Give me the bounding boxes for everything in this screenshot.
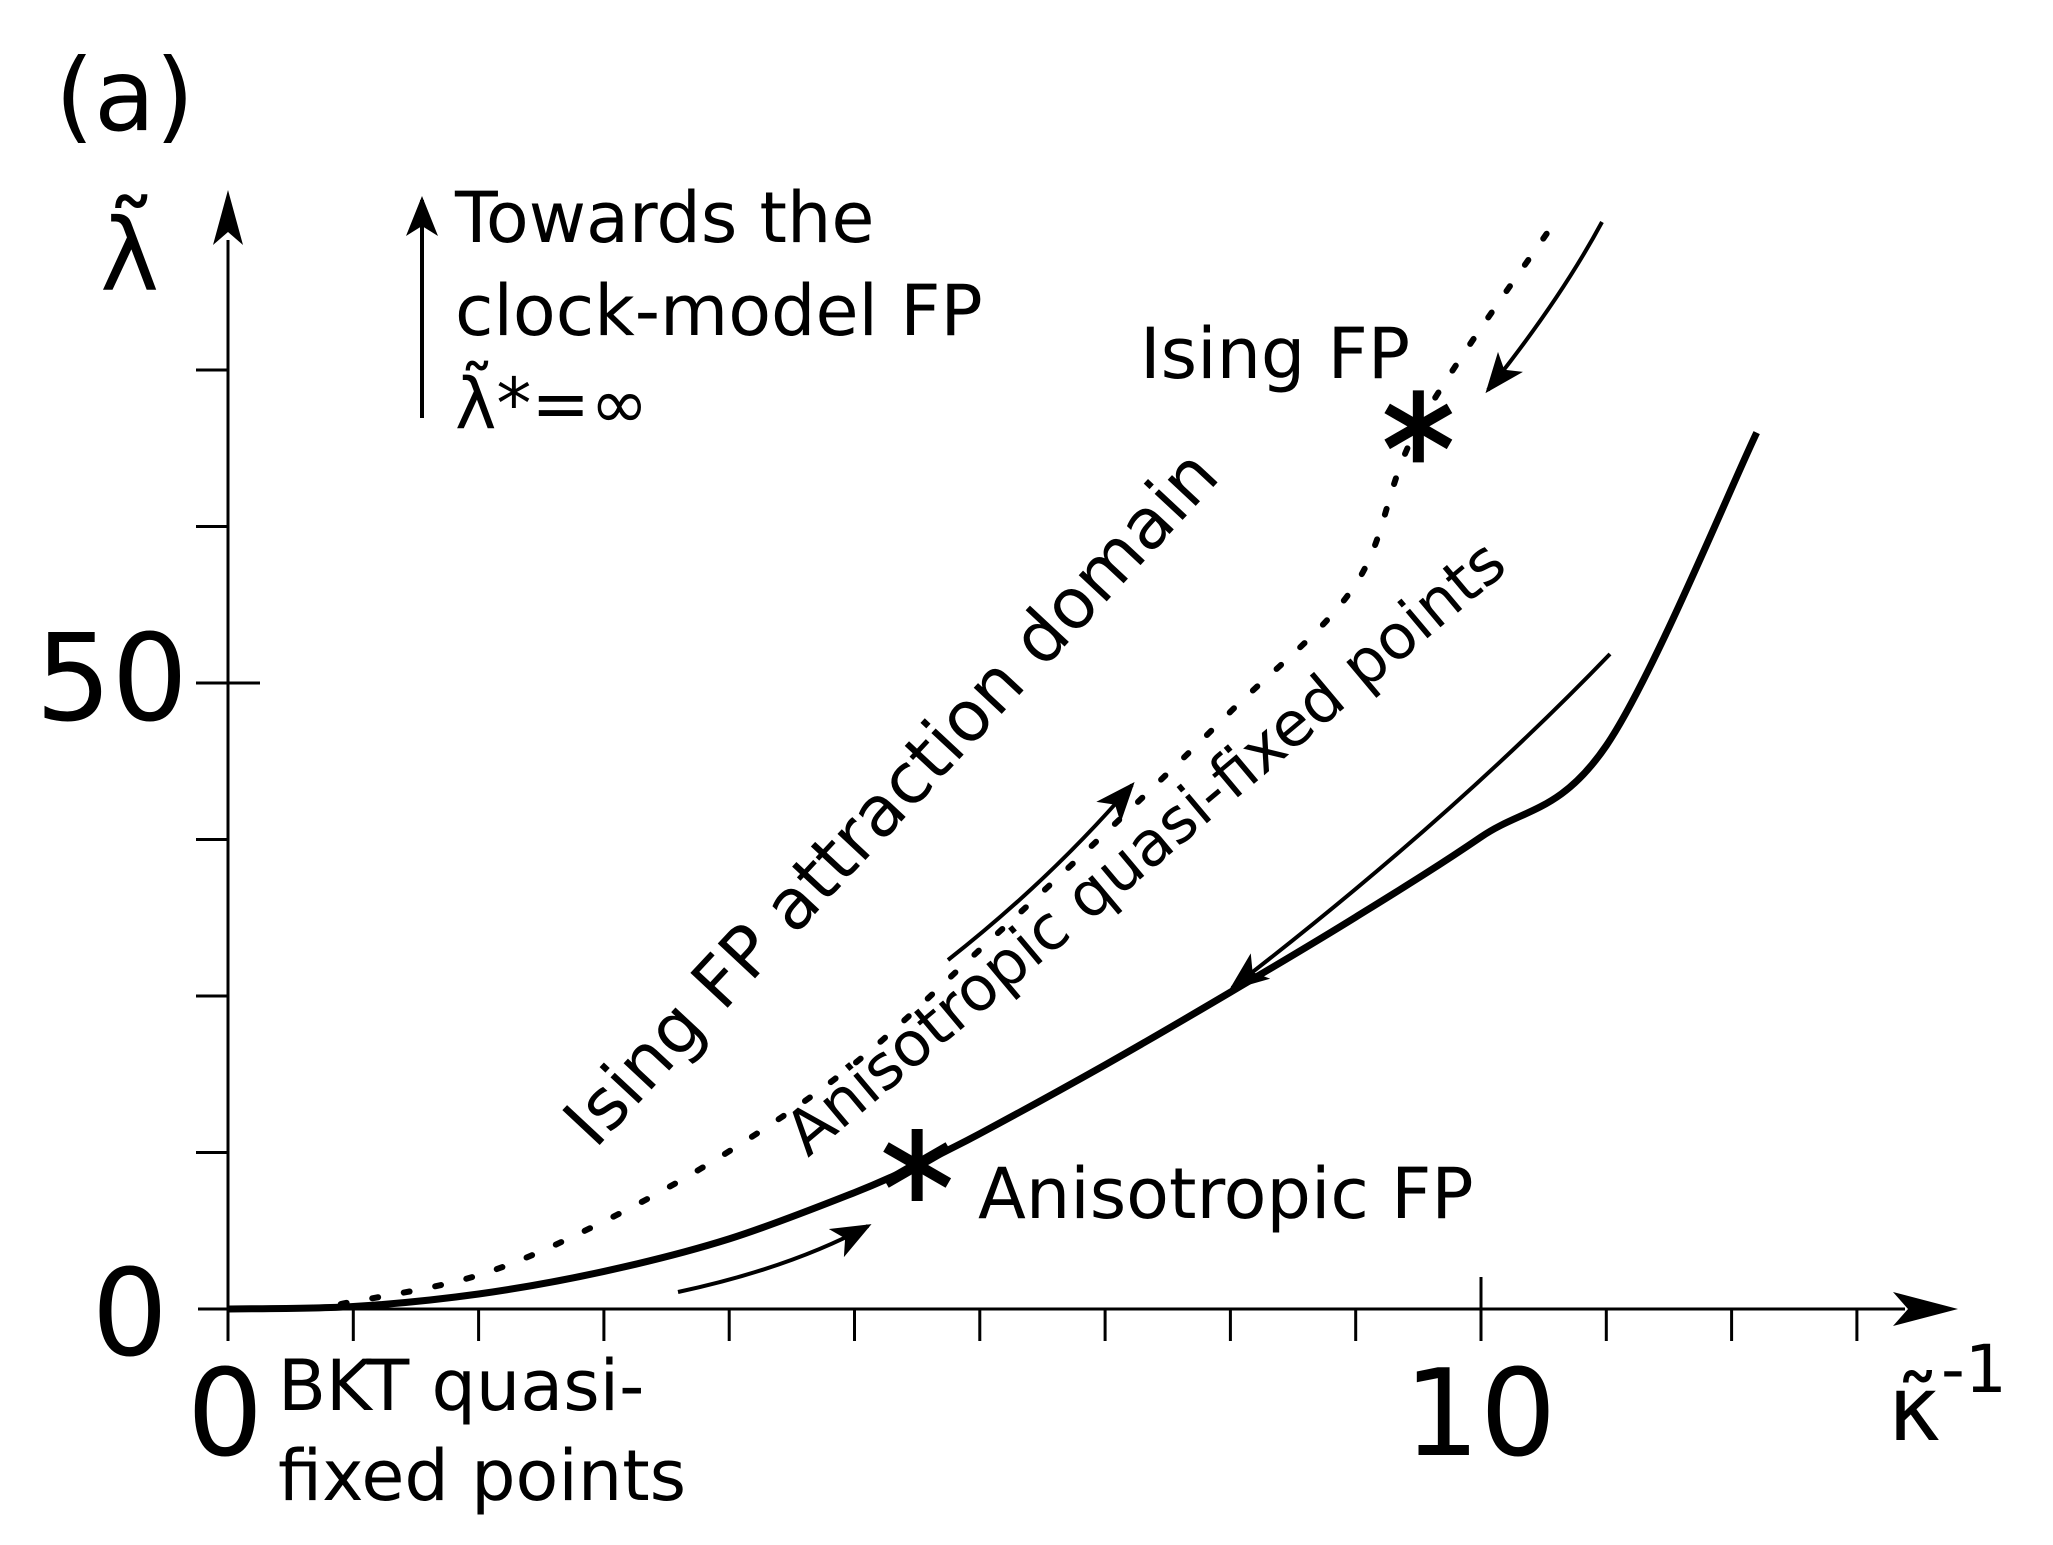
anisotropic-fp-label: Anisotropic FP <box>978 1153 1474 1235</box>
flow-arrow-to-aniso-fp <box>677 1224 872 1294</box>
towards-label-line1: Towards the <box>454 177 874 259</box>
y-tick-label-50: 50 <box>35 610 188 749</box>
towards-label-line2: clock-model FP <box>455 270 983 352</box>
flow-arrow-down-aniso <box>1228 652 1612 991</box>
panel-label: (a) <box>55 37 194 154</box>
flow-arrows <box>406 196 1612 1294</box>
y-axis-arrowhead <box>213 190 243 245</box>
anisotropic-fp-marker <box>883 1129 952 1202</box>
ising-fp-label: Ising FP <box>1140 313 1410 395</box>
asterisk-stroke <box>1384 403 1453 450</box>
asterisk-stroke <box>883 1142 952 1188</box>
x-axis-symbol-base: κ̃ <box>1888 1357 1941 1462</box>
towards-label-line3: λ̃*=∞ <box>455 360 648 445</box>
x-tick-label-10: 10 <box>1404 1345 1557 1484</box>
axes <box>196 190 1958 1341</box>
ising-fp-marker <box>1384 390 1453 463</box>
flow-arrow-up-domain <box>946 781 1135 962</box>
anisotropic-quasi-fixed-points-curve <box>227 431 1760 1313</box>
ising-domain-dotted-curve <box>337 216 1560 1307</box>
y-ticks <box>196 368 260 1154</box>
bkt-label-line2: fixed points <box>278 1435 686 1517</box>
bkt-label-line1: BKT quasi- <box>278 1345 644 1427</box>
y-tick-label-0: 0 <box>92 1245 168 1384</box>
x-axis-exponent: -1 <box>1941 1331 2007 1408</box>
x-tick-label-0: 0 <box>187 1345 263 1484</box>
fixed-point-markers <box>883 390 1453 1202</box>
flow-arrow-to-ising-fp <box>1485 221 1604 394</box>
y-axis-symbol: λ̃ <box>100 194 159 314</box>
x-axis-arrowhead <box>1893 1292 1958 1326</box>
x-axis-symbol: κ̃-1 <box>1888 1331 2007 1462</box>
